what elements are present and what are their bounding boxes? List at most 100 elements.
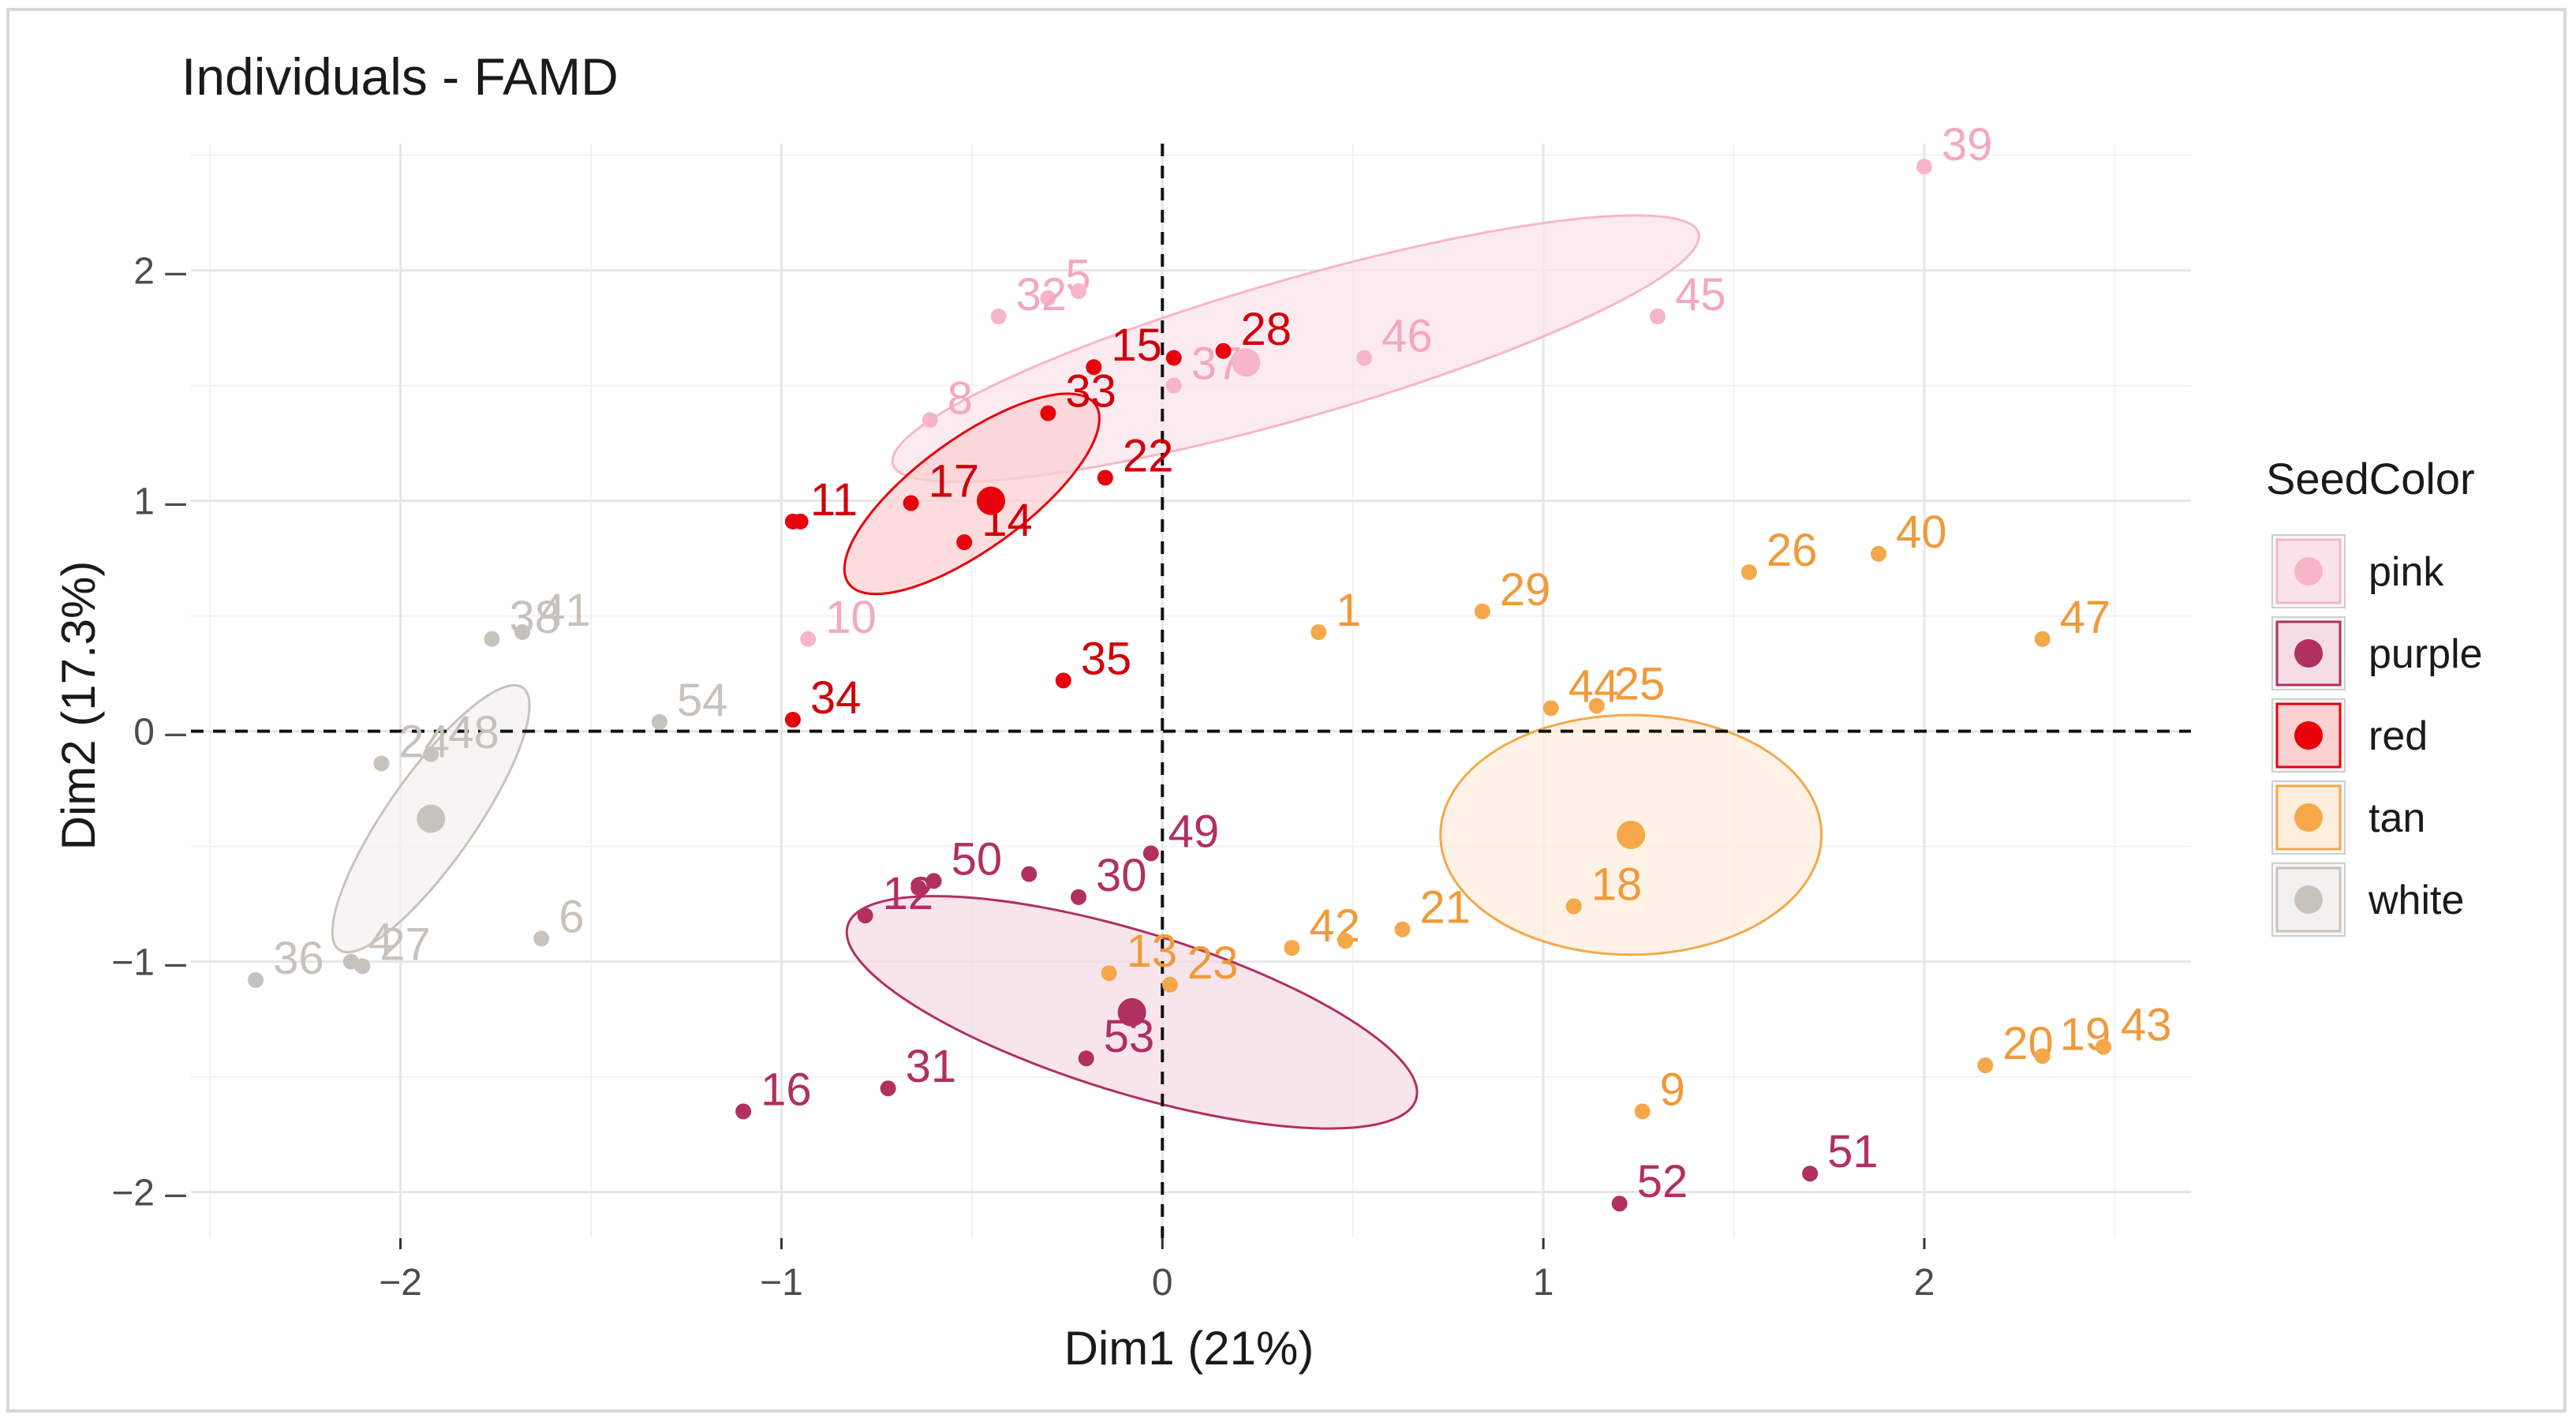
point-label: 24 <box>398 716 450 767</box>
data-point-tan <box>2095 1038 2111 1055</box>
legend-label-purple: purple <box>2368 631 2483 677</box>
data-point-purple <box>1611 1196 1628 1212</box>
data-point-red <box>784 712 801 728</box>
data-point-white <box>373 755 390 772</box>
point-label: 15 <box>1111 320 1162 371</box>
point-label: 23 <box>1187 937 1239 989</box>
point-label: 9 <box>1660 1064 1685 1115</box>
data-point-pink <box>1165 377 1182 394</box>
point-label: 6 <box>559 891 584 942</box>
data-point-white <box>651 713 667 730</box>
point-label: 49 <box>1168 806 1220 857</box>
data-point-purple <box>910 880 927 896</box>
x-tick-label: 1 <box>1533 1262 1554 1304</box>
legend-label-pink: pink <box>2368 549 2444 595</box>
figure-frame: Individuals - FAMD 5 32 8 37 46 45 39 10 49 50 30 1… <box>6 8 2567 1413</box>
point-label: 4 <box>368 915 394 966</box>
data-point-pink <box>990 309 1007 324</box>
point-label: 12 <box>883 868 934 919</box>
point-label: 33 <box>1065 366 1116 417</box>
data-point-white <box>484 631 500 647</box>
legend: SeedColor pink purple red tan white <box>2266 454 2483 937</box>
point-label: 38 <box>509 592 560 643</box>
data-point-purple <box>857 907 873 924</box>
data-point-white <box>514 624 531 641</box>
legend-label-red: red <box>2368 713 2428 759</box>
data-point-tan <box>1310 624 1327 641</box>
x-axis-label: Dim1 (21%) <box>1064 1322 1314 1375</box>
data-point-red <box>1055 672 1071 689</box>
data-point-tan <box>1565 898 1582 915</box>
data-point-tan <box>1284 940 1300 956</box>
point-label: 35 <box>1081 633 1132 684</box>
point-label: 30 <box>1096 850 1147 901</box>
point-label: 51 <box>1827 1126 1879 1177</box>
data-point-red <box>792 513 809 530</box>
data-point-purple <box>1142 845 1159 862</box>
legend-marker-pink <box>2294 557 2323 586</box>
centroid-pink <box>1232 348 1261 377</box>
point-label: 10 <box>825 592 877 643</box>
point-label: 27 <box>379 919 431 970</box>
data-point-tan <box>1474 603 1490 619</box>
data-point-red <box>956 534 973 551</box>
data-point-pink <box>800 631 817 647</box>
point-label: 18 <box>1591 859 1643 911</box>
point-label: 42 <box>1309 900 1360 952</box>
point-label: 22 <box>1123 430 1174 481</box>
y-tick-label: −1 – <box>111 942 186 984</box>
point-label: 50 <box>952 833 1003 885</box>
y-tick-label: 0 – <box>133 712 186 754</box>
point-label: 32 <box>1016 269 1067 320</box>
point-label: 34 <box>810 672 862 724</box>
data-point-tan <box>1542 700 1559 717</box>
legend-marker-white <box>2294 885 2323 914</box>
centroid-purple <box>1117 997 1146 1027</box>
point-label: 43 <box>2121 1000 2172 1051</box>
confidence-ellipse-red <box>843 392 1101 596</box>
point-label: 46 <box>1381 311 1433 362</box>
data-point-red <box>903 495 919 511</box>
point-label: 21 <box>1419 882 1471 934</box>
point-label: 36 <box>273 933 324 984</box>
data-point-purple <box>1021 866 1038 882</box>
data-point-pink <box>1356 350 1373 366</box>
data-point-pink <box>1650 309 1666 324</box>
data-point-red <box>1097 470 1113 486</box>
point-label: 39 <box>1942 119 1993 170</box>
point-label: 28 <box>1241 304 1292 355</box>
data-point-white <box>533 930 550 947</box>
chart-title: Individuals - FAMD <box>181 47 619 106</box>
data-point-tan <box>2034 1048 2051 1065</box>
y-tick-label: 1 – <box>133 481 186 523</box>
point-label: 31 <box>906 1041 957 1092</box>
data-point-tan <box>1394 921 1411 937</box>
data-point-tan <box>1634 1103 1651 1120</box>
x-tick-label: −2 <box>379 1262 422 1304</box>
data-point-purple <box>925 873 942 889</box>
y-axis-label: Dim2 (17.3%) <box>52 561 105 851</box>
point-label: 40 <box>1896 507 1947 558</box>
point-label: 26 <box>1767 525 1818 576</box>
y-tick-label: −2 – <box>111 1173 186 1214</box>
legend-marker-purple <box>2294 639 2323 668</box>
point-label: 45 <box>1675 269 1726 320</box>
x-tick-label: −1 <box>760 1262 803 1304</box>
point-label: 1 <box>1336 585 1361 636</box>
point-label: 8 <box>948 372 973 424</box>
x-tick-label: 2 <box>1914 1262 1935 1304</box>
point-label: 48 <box>448 707 499 758</box>
data-point-pink <box>1071 283 1087 299</box>
data-point-white <box>423 746 439 762</box>
legend-label-white: white <box>2368 878 2464 923</box>
data-point-tan <box>1161 976 1178 993</box>
data-point-red <box>1165 350 1182 366</box>
data-point-purple <box>1071 889 1087 905</box>
data-point-white <box>248 971 264 988</box>
data-point-pink <box>1040 290 1056 306</box>
data-point-tan <box>1101 965 1117 982</box>
legend-marker-red <box>2294 721 2323 750</box>
point-label: 47 <box>2060 592 2111 643</box>
